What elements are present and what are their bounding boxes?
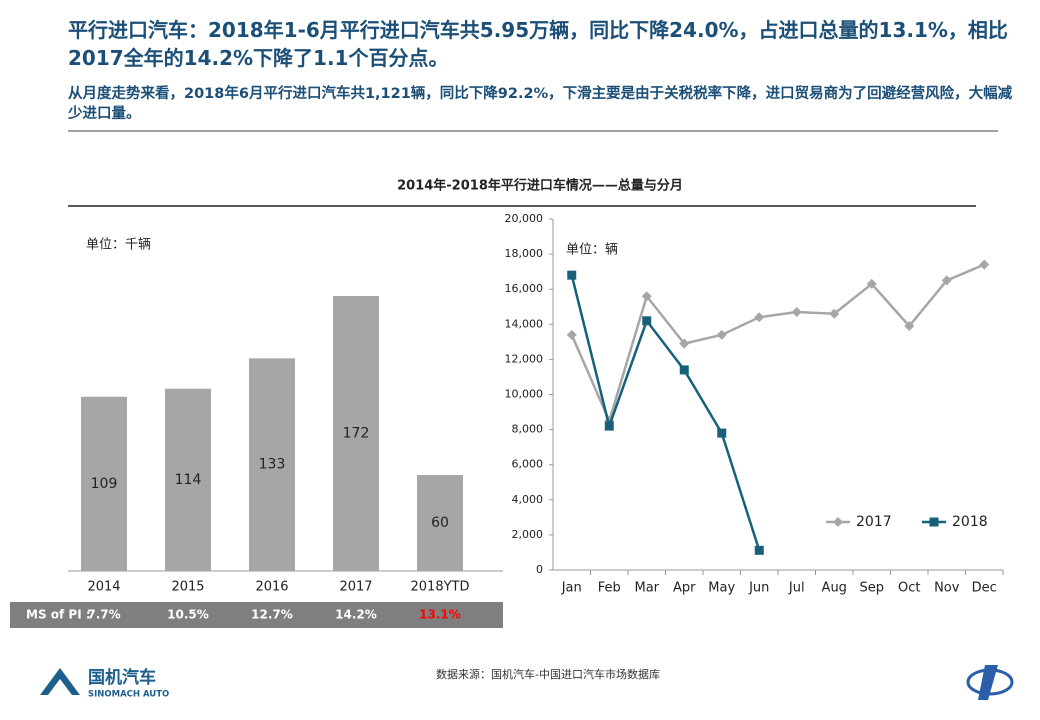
bar-value-label: 109: [91, 476, 118, 492]
x-tick-label: Feb: [598, 581, 621, 596]
data-point: [717, 428, 727, 438]
data-point: [866, 278, 877, 289]
x-tick-label: 2017: [339, 580, 372, 595]
logo-text-en: SINOMACH AUTO: [88, 690, 169, 700]
logo-text: 国机汽车: [88, 667, 156, 688]
data-point: [642, 316, 652, 326]
ms-value: 13.1%: [419, 608, 461, 622]
data-point: [641, 291, 652, 302]
data-point: [754, 312, 765, 323]
chart-title: 2014年-2018年平行进口车情况——总量与分月: [397, 178, 683, 194]
data-point: [716, 329, 727, 340]
x-tick-label: Apr: [673, 581, 696, 596]
corner-logo: [966, 665, 1014, 700]
x-tick-label: Oct: [898, 581, 920, 596]
ms-row-bg: [10, 602, 503, 628]
unit-note: 单位：千辆: [86, 238, 151, 253]
data-point: [791, 307, 802, 318]
unit-note: 单位：辆: [566, 243, 618, 258]
legend-marker: [833, 517, 843, 527]
bar-value-label: 114: [175, 472, 202, 488]
data-point: [979, 259, 990, 270]
series-line: [570, 274, 761, 551]
data-point: [566, 329, 577, 340]
y-tick-label: 18,000: [505, 247, 544, 260]
data-point: [567, 270, 577, 280]
data-point: [679, 365, 689, 375]
x-tick-label: Jun: [748, 581, 769, 596]
logo: 国机汽车 SINOMACH AUTO: [40, 667, 169, 700]
x-tick-label: Sep: [859, 581, 884, 596]
y-tick-label: 16,000: [505, 282, 544, 295]
x-tick-label: Mar: [634, 581, 659, 596]
x-tick-label: 2015: [171, 580, 204, 595]
data-point: [754, 545, 764, 555]
page-title: 平行进口汽车：2018年1-6月平行进口汽车共5.95万辆，同比下降24.0%，…: [68, 18, 1008, 70]
series-line: [570, 263, 985, 425]
ms-value: 7.7%: [87, 608, 120, 622]
ms-value: 14.2%: [335, 608, 377, 622]
bar: [81, 396, 127, 571]
page-subtitle: 从月度走势来看，2018年6月平行进口汽车共1,121辆，同比下降92.2%，下…: [68, 86, 1013, 122]
legend-marker: [929, 517, 939, 527]
bar: [249, 358, 295, 571]
x-tick-label: 2016: [255, 580, 288, 595]
y-tick-label: 14,000: [505, 317, 544, 330]
legend-label: 2017: [856, 514, 892, 530]
y-tick-label: 20,000: [505, 212, 544, 225]
x-tick-label: 2014: [87, 580, 120, 595]
ms-label: MS of PI :: [26, 608, 91, 622]
y-tick-label: 6,000: [512, 458, 544, 471]
ms-value: 12.7%: [251, 608, 293, 622]
y-tick-label: 0: [536, 563, 543, 576]
data-point: [904, 321, 915, 332]
ms-value: 10.5%: [167, 608, 209, 622]
y-tick-label: 8,000: [512, 423, 544, 436]
data-point: [829, 308, 840, 319]
bar: [417, 475, 463, 571]
source-note: 数据来源：国机汽车-中国进口汽车市场数据库: [436, 667, 660, 681]
x-tick-label: Nov: [934, 581, 960, 596]
bar-value-label: 172: [343, 426, 370, 442]
x-tick-label: Dec: [972, 581, 997, 596]
x-tick-label: 2018YTD: [411, 580, 470, 595]
x-tick-label: Jan: [561, 581, 582, 596]
y-tick-label: 10,000: [505, 388, 544, 401]
bar: [165, 388, 211, 571]
y-tick-label: 2,000: [512, 528, 544, 541]
x-tick-label: May: [708, 581, 735, 596]
logo-icon-inner: [48, 679, 72, 695]
corner-logo-mark: [978, 665, 998, 700]
bar-value-label: 133: [259, 457, 286, 473]
x-tick-label: Aug: [822, 581, 847, 596]
data-point: [679, 338, 690, 349]
data-point: [941, 275, 952, 286]
bar-value-label: 60: [431, 515, 449, 531]
data-point: [604, 421, 614, 431]
legend-label: 2018: [952, 514, 988, 530]
bar: [333, 296, 379, 571]
x-tick-label: Jul: [788, 581, 805, 596]
y-tick-label: 4,000: [512, 493, 544, 506]
y-tick-label: 12,000: [505, 352, 544, 365]
